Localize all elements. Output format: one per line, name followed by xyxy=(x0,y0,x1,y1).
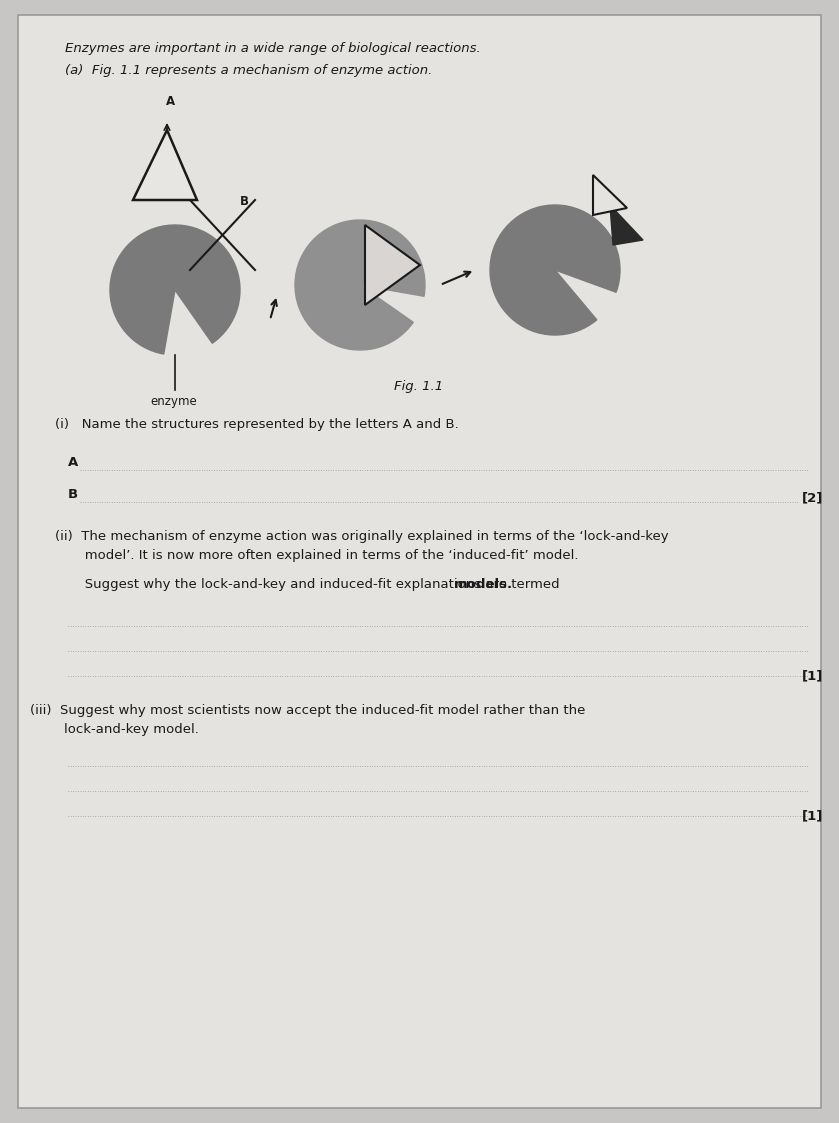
Text: A: A xyxy=(165,95,175,108)
Text: (a)  Fig. 1.1 represents a mechanism of enzyme action.: (a) Fig. 1.1 represents a mechanism of e… xyxy=(65,64,432,77)
Text: B: B xyxy=(68,489,78,501)
Text: [1]: [1] xyxy=(802,669,823,682)
Text: (i)   Name the structures represented by the letters A and B.: (i) Name the structures represented by t… xyxy=(55,418,459,431)
Text: model’. It is now more often explained in terms of the ‘induced-fit’ model.: model’. It is now more often explained i… xyxy=(55,549,579,562)
Polygon shape xyxy=(365,225,420,305)
Text: (ii)  The mechanism of enzyme action was originally explained in terms of the ‘l: (ii) The mechanism of enzyme action was … xyxy=(55,530,669,544)
Polygon shape xyxy=(593,175,627,214)
Wedge shape xyxy=(110,225,240,354)
Text: Fig. 1.1: Fig. 1.1 xyxy=(394,380,444,393)
Text: lock-and-key model.: lock-and-key model. xyxy=(30,723,199,736)
Polygon shape xyxy=(610,206,643,245)
Text: A: A xyxy=(68,456,78,469)
Text: models.: models. xyxy=(454,578,513,591)
Text: [1]: [1] xyxy=(802,809,823,822)
Wedge shape xyxy=(295,220,425,350)
Text: Suggest why the lock-and-key and induced-fit explanations are termed: Suggest why the lock-and-key and induced… xyxy=(55,578,564,591)
FancyBboxPatch shape xyxy=(18,15,821,1108)
Text: enzyme: enzyme xyxy=(150,395,197,408)
Text: Enzymes are important in a wide range of biological reactions.: Enzymes are important in a wide range of… xyxy=(65,42,481,55)
Polygon shape xyxy=(133,130,197,200)
Text: (iii)  Suggest why most scientists now accept the induced-fit model rather than : (iii) Suggest why most scientists now ac… xyxy=(30,704,586,716)
Text: [2]: [2] xyxy=(802,491,823,504)
Text: B: B xyxy=(240,195,249,208)
Wedge shape xyxy=(490,206,620,335)
